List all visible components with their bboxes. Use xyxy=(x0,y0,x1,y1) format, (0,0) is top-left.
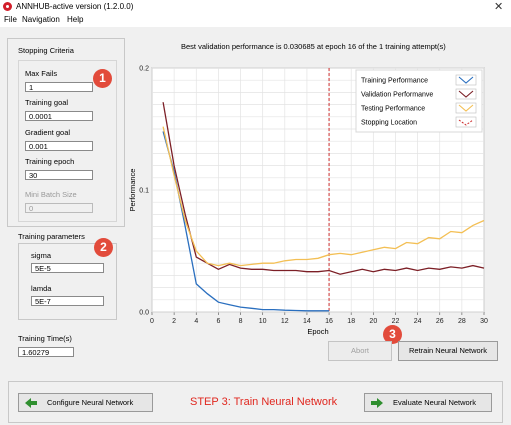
legend-swatch-box xyxy=(455,74,477,86)
training-epoch-label: Training epoch xyxy=(25,157,75,166)
x-tick-label: 2 xyxy=(172,318,176,325)
training-epoch-input[interactable]: 30 xyxy=(25,170,93,180)
legend-swatch-box xyxy=(455,116,477,128)
legend-swatch xyxy=(458,119,474,126)
legend-label: Training Performance xyxy=(361,78,428,85)
step-title: STEP 3: Train Neural Network xyxy=(190,396,338,408)
legend-swatch-box xyxy=(455,102,477,114)
training-goal-label: Training goal xyxy=(25,98,69,107)
y-axis-label: Performance xyxy=(128,169,137,212)
gradient-goal-input[interactable]: 0.001 xyxy=(25,141,93,151)
mini-batch-label: Mini Batch Size xyxy=(25,190,77,199)
menu-navigation[interactable]: Navigation xyxy=(22,15,60,24)
x-tick-label: 16 xyxy=(325,318,333,325)
legend-label: Stopping Location xyxy=(361,120,417,127)
gradient-goal-label: Gradient goal xyxy=(25,128,71,137)
validation-performance-line xyxy=(162,102,485,275)
x-tick-label: 12 xyxy=(281,318,289,325)
performance-chart: 0 2 4 6 8 10 12 14 16 18 20 22 24 26 28 300.00.10.2Epoc… xyxy=(128,66,488,337)
x-tick-label: 10 xyxy=(259,318,267,325)
chart-title: Best validation performance is 0.030685 … xyxy=(181,42,446,51)
configure-neural-network-button[interactable]: Configure Neural Network xyxy=(18,393,153,412)
y-tick-label: 0.0 xyxy=(139,310,149,317)
y-tick-label: 0.1 xyxy=(139,188,149,195)
menu-help[interactable]: Help xyxy=(67,15,84,24)
abort-button: Abort xyxy=(328,341,392,361)
x-tick-label: 14 xyxy=(303,318,311,325)
lamda-input[interactable]: 5E-7 xyxy=(31,296,104,306)
arrow-left-icon xyxy=(25,398,37,408)
max-fails-input[interactable]: 1 xyxy=(25,82,93,92)
window-title: ANNHUB-active version (1.2.0.0) xyxy=(16,2,134,11)
testing-performance-line xyxy=(162,126,485,267)
training-time-label: Training Time(s) xyxy=(18,334,72,343)
sigma-label: sigma xyxy=(31,251,52,260)
menu-bar xyxy=(0,14,511,27)
training-performance-line xyxy=(162,131,330,312)
retrain-neural-network-button[interactable]: Retrain Neural Network xyxy=(398,341,498,361)
lamda-label: lamda xyxy=(31,284,52,293)
app-logo-icon xyxy=(3,2,12,11)
x-tick-label: 0 xyxy=(150,318,154,325)
close-icon[interactable]: ✕ xyxy=(494,1,504,13)
x-tick-label: 26 xyxy=(436,318,444,325)
evaluate-label: Evaluate Neural Network xyxy=(393,398,476,407)
max-fails-label: Max Fails xyxy=(25,69,58,78)
x-tick-label: 22 xyxy=(392,318,400,325)
training-goal-input[interactable]: 0.0001 xyxy=(25,111,93,121)
mini-batch-input: 0 xyxy=(25,203,93,213)
configure-label: Configure Neural Network xyxy=(47,398,134,407)
x-axis-label: Epoch xyxy=(307,327,328,336)
legend-label: Validation Performanve xyxy=(361,92,433,99)
menu-file[interactable]: File xyxy=(4,15,17,24)
x-tick-label: 28 xyxy=(458,318,466,325)
y-tick-label: 0.2 xyxy=(139,66,149,73)
title-bar xyxy=(0,0,511,14)
step-badge-2: 2 xyxy=(94,238,113,257)
training-parameters-title: Training parameters xyxy=(18,232,85,241)
evaluate-neural-network-button[interactable]: Evaluate Neural Network xyxy=(364,393,492,412)
stopping-criteria-title: Stopping Criteria xyxy=(18,46,74,55)
legend-swatch xyxy=(458,104,474,112)
legend-label: Testing Performance xyxy=(361,106,425,113)
x-tick-label: 4 xyxy=(194,318,198,325)
step-badge-1: 1 xyxy=(93,69,112,88)
x-tick-label: 8 xyxy=(239,318,243,325)
x-tick-label: 20 xyxy=(369,318,377,325)
training-time-value: 1.60279 xyxy=(18,347,74,357)
x-tick-label: 30 xyxy=(480,318,488,325)
x-tick-label: 24 xyxy=(414,318,422,325)
arrow-right-icon xyxy=(371,398,383,408)
legend-swatch xyxy=(458,76,474,84)
sigma-input[interactable]: 5E-5 xyxy=(31,263,104,273)
legend-swatch-box xyxy=(455,88,477,100)
x-tick-label: 18 xyxy=(347,318,355,325)
x-tick-label: 6 xyxy=(216,318,220,325)
legend-swatch xyxy=(458,90,474,98)
step-badge-3: 3 xyxy=(383,325,402,344)
